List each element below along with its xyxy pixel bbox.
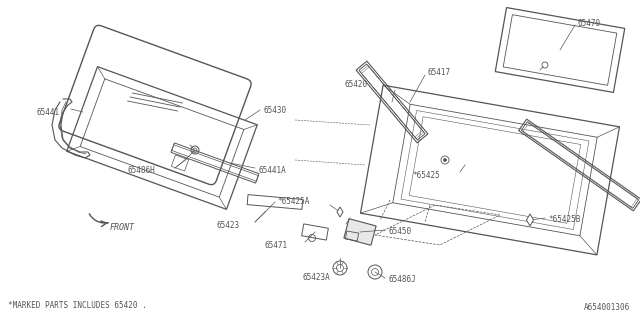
Text: 65470: 65470: [578, 19, 601, 28]
Text: 65486H: 65486H: [127, 165, 155, 174]
Text: 65420: 65420: [345, 79, 368, 89]
Text: 65417: 65417: [427, 68, 450, 76]
Text: 65430: 65430: [263, 106, 286, 115]
Polygon shape: [526, 214, 534, 226]
Text: 65423: 65423: [217, 220, 240, 229]
Text: 65441: 65441: [37, 108, 60, 116]
Text: 65450: 65450: [388, 228, 411, 236]
Text: 65441A: 65441A: [258, 165, 285, 174]
Circle shape: [444, 158, 447, 162]
Text: 65423A: 65423A: [302, 274, 330, 283]
Text: FRONT: FRONT: [110, 222, 135, 231]
Text: *65425: *65425: [412, 171, 440, 180]
Text: 65471: 65471: [265, 241, 288, 250]
Polygon shape: [344, 219, 376, 245]
Polygon shape: [337, 207, 343, 217]
Text: A654001306: A654001306: [584, 303, 630, 313]
Text: *65425B: *65425B: [548, 215, 580, 225]
Text: *MARKED PARTS INCLUDES 65420 .: *MARKED PARTS INCLUDES 65420 .: [8, 300, 147, 309]
Text: *65425A: *65425A: [278, 197, 310, 206]
Text: 65486J: 65486J: [388, 276, 416, 284]
